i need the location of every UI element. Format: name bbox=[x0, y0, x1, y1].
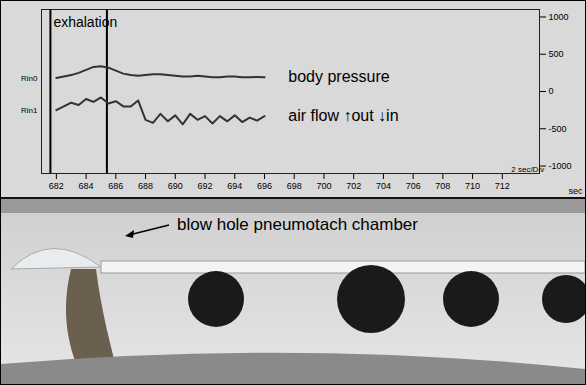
svg-text:710: 710 bbox=[465, 181, 480, 191]
svg-text:-500: -500 bbox=[549, 124, 567, 134]
svg-text:712: 712 bbox=[495, 181, 510, 191]
svg-text:708: 708 bbox=[435, 181, 450, 191]
svg-text:682: 682 bbox=[49, 181, 64, 191]
svg-text:air flow ↑out ↓in: air flow ↑out ↓in bbox=[288, 107, 398, 124]
svg-text:696: 696 bbox=[257, 181, 272, 191]
svg-text:sec: sec bbox=[568, 186, 583, 196]
svg-text:694: 694 bbox=[227, 181, 242, 191]
svg-text:exhalation: exhalation bbox=[53, 14, 117, 30]
svg-text:688: 688 bbox=[138, 181, 153, 191]
svg-text:684: 684 bbox=[79, 181, 94, 191]
svg-text:-1000: -1000 bbox=[549, 161, 572, 171]
svg-text:blow hole pneumotach chamber: blow hole pneumotach chamber bbox=[177, 215, 418, 234]
svg-text:2 sec/Div: 2 sec/Div bbox=[511, 165, 544, 174]
svg-text:1000: 1000 bbox=[549, 12, 569, 22]
svg-text:700: 700 bbox=[316, 181, 331, 191]
svg-text:686: 686 bbox=[108, 181, 123, 191]
svg-text:690: 690 bbox=[168, 181, 183, 191]
svg-text:0: 0 bbox=[549, 86, 554, 96]
svg-text:Rin0: Rin0 bbox=[21, 74, 38, 83]
svg-text:692: 692 bbox=[198, 181, 213, 191]
svg-text:500: 500 bbox=[549, 49, 564, 59]
svg-text:702: 702 bbox=[346, 181, 361, 191]
svg-text:704: 704 bbox=[376, 181, 391, 191]
svg-text:698: 698 bbox=[287, 181, 302, 191]
svg-text:Rin1: Rin1 bbox=[21, 106, 38, 115]
svg-text:body pressure: body pressure bbox=[288, 68, 389, 85]
svg-text:706: 706 bbox=[406, 181, 421, 191]
